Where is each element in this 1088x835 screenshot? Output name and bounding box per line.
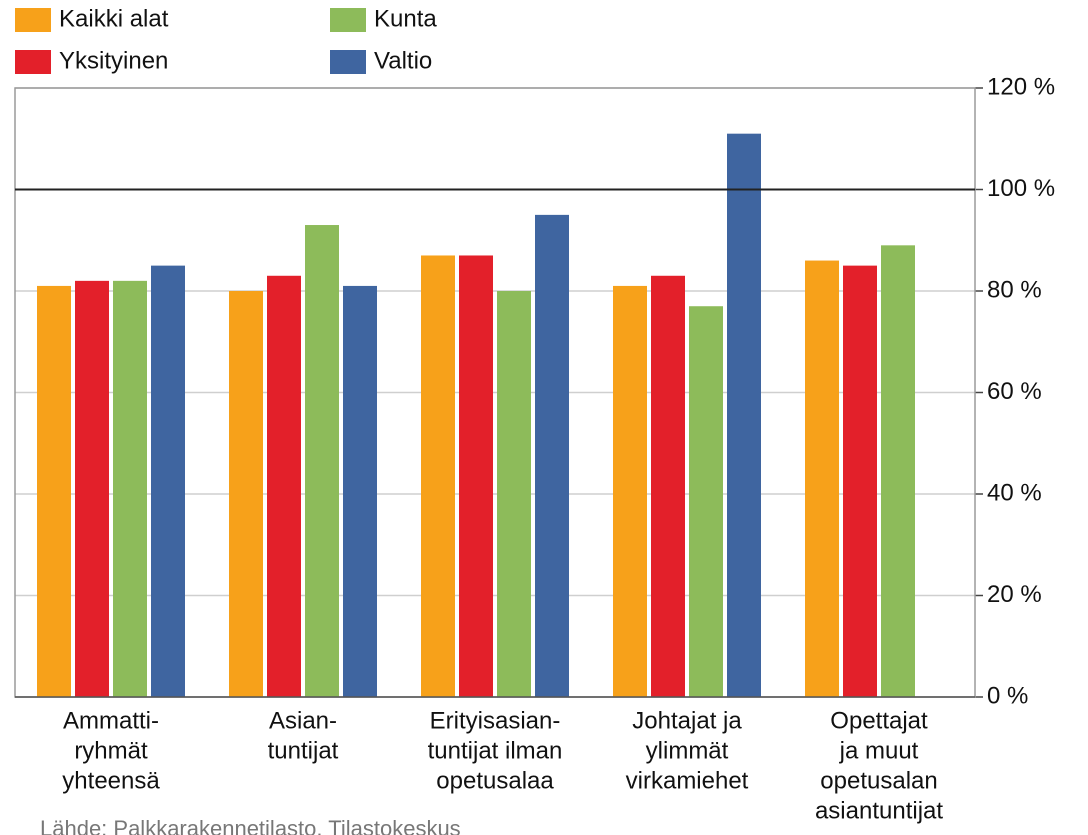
y-tick-label: 60 % xyxy=(987,378,1042,405)
y-tick-label: 0 % xyxy=(987,682,1028,709)
bar xyxy=(689,306,723,697)
x-tick-label: ryhmät xyxy=(74,737,148,764)
bar xyxy=(651,275,685,697)
x-tick-label: virkamiehet xyxy=(626,767,749,794)
bar xyxy=(229,291,263,697)
legend-swatch xyxy=(15,8,51,32)
x-tick-label: ja muut xyxy=(839,737,919,764)
x-tick-label: Ammatti- xyxy=(63,707,159,734)
bar xyxy=(37,285,71,697)
x-tick-label: Erityisasian- xyxy=(430,707,561,734)
bar xyxy=(267,275,301,697)
legend-swatch xyxy=(330,50,366,74)
x-tick-label: Asian- xyxy=(269,707,337,734)
y-tick-label: 100 % xyxy=(987,175,1055,202)
bar xyxy=(497,291,531,697)
bar xyxy=(305,225,339,697)
x-tick-label: Johtajat ja xyxy=(632,707,742,734)
legend-label: Kunta xyxy=(374,5,437,32)
y-tick-label: 20 % xyxy=(987,581,1042,608)
bar xyxy=(881,245,915,697)
legend-swatch xyxy=(15,50,51,74)
bar xyxy=(343,285,377,697)
bar xyxy=(843,265,877,697)
x-tick-label: tuntijat ilman xyxy=(428,737,563,764)
y-tick-label: 80 % xyxy=(987,276,1042,303)
source-note: Lähde: Palkkarakennetilasto, Tilastokesk… xyxy=(40,816,461,835)
x-tick-label: tuntijat xyxy=(268,737,339,764)
legend-label: Kaikki alat xyxy=(59,5,169,32)
x-tick-label: Opettajat xyxy=(830,707,928,734)
x-tick-label: ylimmät xyxy=(646,737,729,764)
y-tick-label: 40 % xyxy=(987,479,1042,506)
legend-swatch xyxy=(330,8,366,32)
bar xyxy=(151,265,185,697)
bar xyxy=(421,255,455,697)
bar xyxy=(613,285,647,697)
bar xyxy=(727,133,761,698)
bar xyxy=(535,214,569,697)
bar xyxy=(75,280,109,697)
x-tick-label: opetusalan xyxy=(820,767,937,794)
legend-label: Yksityinen xyxy=(59,47,168,74)
x-tick-label: asiantuntijat xyxy=(815,797,943,824)
bar xyxy=(805,260,839,697)
legend-label: Valtio xyxy=(374,47,432,74)
x-tick-label: opetusalaa xyxy=(436,767,554,794)
bar xyxy=(113,280,147,697)
y-tick-label: 120 % xyxy=(987,73,1055,100)
bar xyxy=(459,255,493,697)
x-tick-label: yhteensä xyxy=(62,767,160,794)
